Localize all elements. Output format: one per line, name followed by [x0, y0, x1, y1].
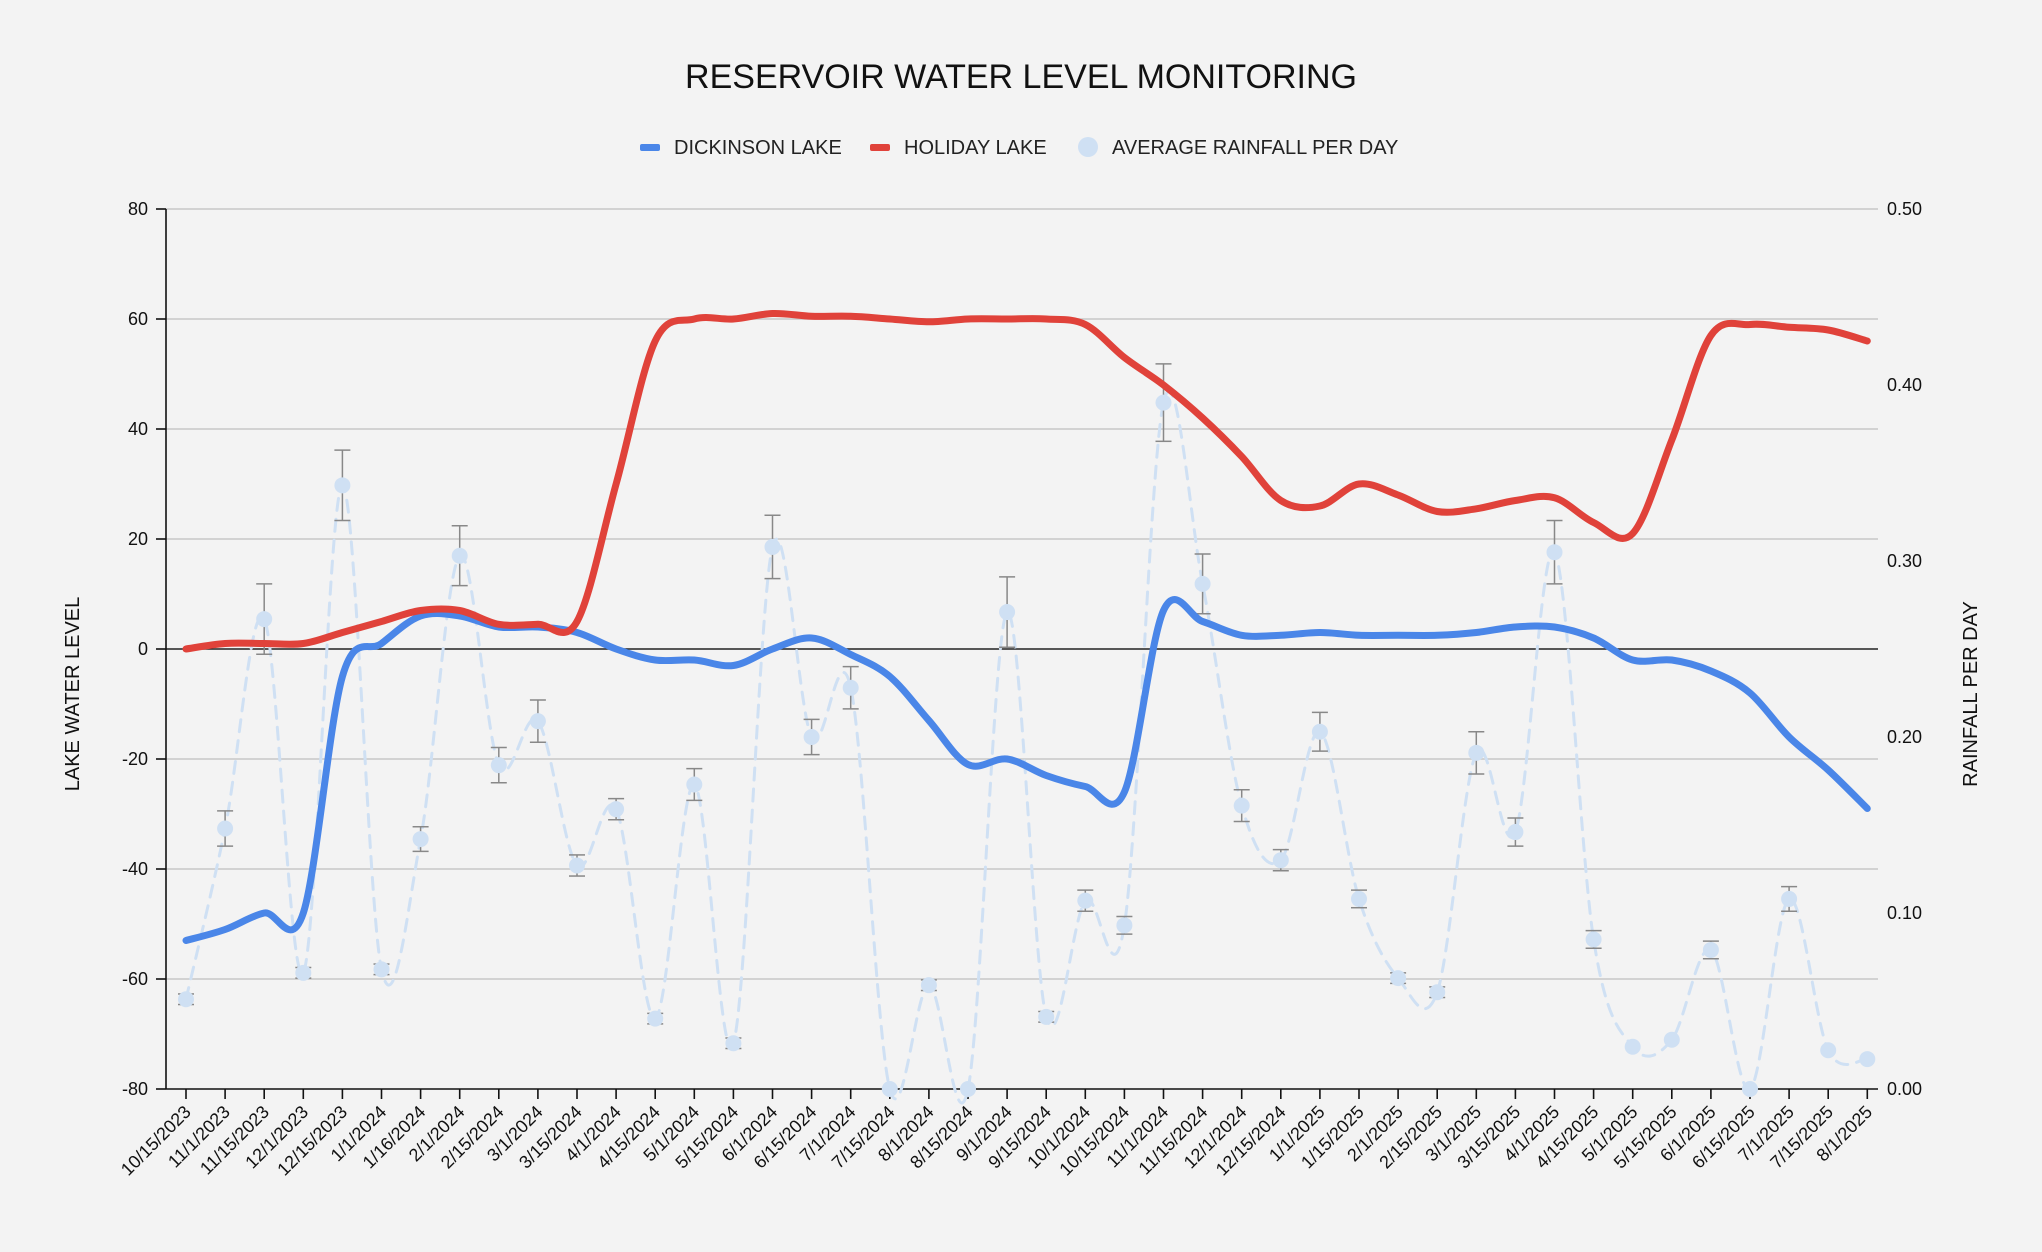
rainfall-point [1820, 1042, 1837, 1059]
rainfall-point [412, 831, 429, 848]
rainfall-point [647, 1010, 664, 1027]
y-left-tick-label: -40 [122, 859, 148, 879]
y-right-tick-label: 0.50 [1887, 199, 1922, 219]
dickinson-lake-line [182, 596, 1871, 944]
holiday-lake-line [182, 309, 1871, 653]
rainfall-point [1859, 1051, 1876, 1068]
rainfall-point [451, 547, 468, 564]
rainfall-point [1781, 890, 1798, 907]
y-left-tick-label: -60 [122, 969, 148, 989]
rainfall-point [1038, 1008, 1055, 1025]
legend-swatch-average-rainfall-per-day [1078, 137, 1098, 157]
rainfall-point [217, 820, 234, 837]
y-left-tick-label: 80 [128, 199, 148, 219]
chart-title: RESERVOIR WATER LEVEL MONITORING [685, 58, 1357, 96]
rainfall-point [1272, 852, 1289, 869]
legend-swatch-holiday-lake [870, 144, 890, 151]
y-left-axis-title: LAKE WATER LEVEL [62, 597, 84, 792]
y-left-tick-label: 20 [128, 529, 148, 549]
rainfall-point [1155, 394, 1172, 411]
rainfall-point [920, 977, 937, 994]
y-right-tick-label: 0.20 [1887, 727, 1922, 747]
rainfall-point [1351, 890, 1367, 907]
y-left-tick-label: 60 [128, 309, 148, 329]
rainfall-point [1546, 544, 1563, 561]
rainfall-point [1585, 931, 1602, 948]
y-right-tick-label: 0.10 [1887, 903, 1922, 923]
legend-label-dickinson-lake: DICKINSON LAKE [674, 137, 842, 159]
rainfall-point [1702, 941, 1719, 958]
rainfall-point [1311, 723, 1328, 740]
y-left-tick-label: -80 [122, 1079, 148, 1099]
rainfall-point [686, 776, 703, 793]
legend: DICKINSON LAKE HOLIDAY LAKE AVERAGE RAINFA… [640, 137, 1398, 159]
y-right-axis-title: RAINFALL PER DAY [1960, 601, 1982, 787]
rainfall-point [569, 857, 585, 874]
lake-series [182, 309, 1871, 944]
rainfall-point [1742, 1081, 1758, 1097]
y-right-tick-label: 0.00 [1887, 1079, 1922, 1099]
rainfall-point [960, 1081, 976, 1097]
gridlines [166, 208, 1878, 980]
rainfall-point [1663, 1031, 1680, 1048]
rainfall-series [178, 363, 1876, 1105]
rainfall-point [1194, 575, 1211, 592]
rainfall-point [999, 604, 1016, 621]
rainfall-point [373, 961, 390, 978]
rainfall-line [184, 390, 1869, 1105]
rainfall-point [1429, 984, 1446, 1001]
rainfall-point [1233, 797, 1250, 814]
rainfall-point [490, 757, 507, 774]
rainfall-point [1507, 824, 1524, 841]
rainfall-point [1077, 892, 1094, 909]
rainfall-point [256, 611, 273, 628]
rainfall-point [764, 538, 781, 555]
rainfall-point [803, 729, 820, 745]
y-right-tick-label: 0.30 [1887, 551, 1922, 571]
rainfall-point [178, 991, 194, 1008]
rainfall-point [295, 964, 312, 981]
legend-label-holiday-lake: HOLIDAY LAKE [904, 137, 1047, 159]
rainfall-point [1390, 970, 1407, 987]
y-left-tick-label: 0 [138, 639, 148, 659]
rainfall-point [1116, 917, 1133, 934]
y-right-tick-label: 0.40 [1887, 375, 1922, 395]
legend-label-average-rainfall-per-day: AVERAGE RAINFALL PER DAY [1112, 137, 1398, 159]
rainfall-point [529, 713, 546, 730]
rainfall-point [725, 1035, 742, 1052]
y-left-tick-label: 40 [128, 419, 148, 439]
rainfall-point [334, 477, 351, 494]
rainfall-point [1624, 1038, 1641, 1055]
rainfall-point [608, 801, 625, 818]
y-left-tick-label: -20 [122, 749, 148, 769]
rainfall-point [842, 679, 859, 696]
rainfall-point [881, 1081, 898, 1097]
legend-swatch-dickinson-lake [640, 144, 660, 151]
rainfall-point [1468, 744, 1485, 761]
